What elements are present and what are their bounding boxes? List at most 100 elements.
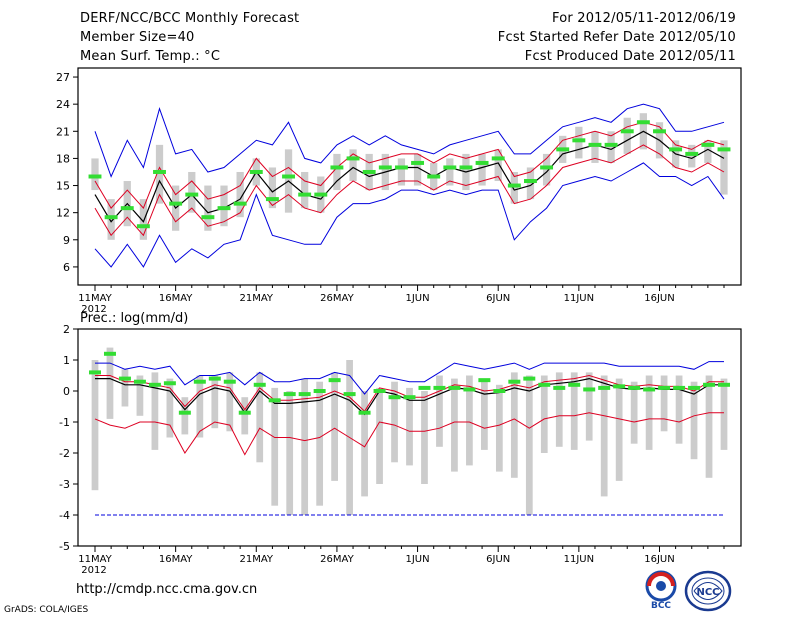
spread-box (181, 397, 189, 435)
ensemble-mean-line (94, 130, 725, 223)
spread-box (151, 372, 159, 450)
median-marker (163, 381, 176, 386)
median-marker (136, 224, 150, 229)
median-marker (491, 156, 505, 161)
x-tick-label: 11JUN (564, 293, 594, 304)
median-marker (314, 192, 328, 197)
spread-box (623, 117, 631, 154)
spread-box (155, 144, 164, 204)
median-marker (217, 206, 231, 211)
y-tick-label: 6 (63, 261, 70, 274)
y-tick-label: 24 (56, 98, 70, 111)
median-marker (463, 387, 476, 392)
spread-box (720, 378, 728, 450)
median-marker (553, 385, 566, 390)
median-marker (153, 169, 166, 174)
median-marker (572, 138, 586, 143)
median-marker (103, 351, 116, 356)
spread-box (540, 375, 548, 453)
median-marker (701, 142, 715, 147)
median-marker (298, 192, 312, 197)
x-tick-label: 21MAY (240, 554, 274, 565)
median-marker (208, 376, 221, 381)
bcc-logo-text: BCC (651, 601, 671, 610)
source-url[interactable]: http://cmdp.ncc.cma.gov.cn (76, 582, 258, 597)
x-tick-label: 11JUN (564, 554, 594, 565)
median-marker (475, 160, 489, 165)
temperature-panel: 6 9 12 15 18 21 24 27 11MAY 16MAY 21MAY 26MAY 1JUN 6J… (56, 67, 742, 326)
median-marker (508, 379, 521, 384)
y-tick-label: 9 (63, 234, 70, 247)
spread-box (494, 149, 502, 182)
spread-box (188, 171, 196, 213)
y-tick-label: 18 (56, 152, 70, 165)
spread-box (675, 375, 683, 444)
median-marker (493, 389, 506, 393)
x-tick-label: 11MAY (78, 293, 112, 304)
spread-box (575, 126, 583, 159)
x-tick-label: 6JUN (486, 554, 510, 565)
median-marker (373, 389, 386, 393)
spread-box (704, 140, 712, 163)
median-marker (104, 215, 118, 220)
x-tick-label: 1JUN (406, 293, 430, 304)
median-marker (394, 165, 408, 170)
spread-box (466, 375, 473, 466)
spread-box (481, 381, 488, 450)
spread-box (690, 381, 698, 460)
variable-label-precip: Prec.: log(mm/d) (80, 311, 188, 326)
median-marker (89, 370, 101, 375)
y-tick-label: 21 (56, 125, 70, 138)
spread-box (331, 372, 338, 481)
median-marker (613, 384, 626, 389)
plot-frame (77, 328, 742, 547)
spread-box (220, 185, 228, 227)
median-marker (282, 174, 295, 179)
x-tick-label: 16MAY (159, 554, 193, 565)
spread-box (525, 375, 533, 515)
x-tick-label: 21MAY (240, 293, 274, 304)
spread-box (166, 378, 174, 438)
median-marker (268, 398, 281, 403)
median-marker (636, 120, 650, 125)
x-tick-label: 16JUN (644, 554, 674, 565)
median-marker (313, 389, 326, 393)
variable-label-temperature: Mean Surf. Temp.: °C (80, 49, 221, 64)
median-marker (448, 385, 461, 390)
median-marker (133, 379, 146, 384)
envelope-max-line (95, 361, 724, 395)
grads-credit: GrADS: COLA/IGES (4, 605, 89, 615)
median-marker (658, 385, 671, 390)
median-marker (418, 385, 431, 390)
spread-box (600, 375, 608, 497)
x-year-label: 2012 (81, 304, 106, 315)
spread-box (268, 167, 277, 209)
median-marker (233, 201, 247, 206)
spread-box (555, 372, 563, 447)
median-marker (685, 151, 699, 156)
spread-box (630, 381, 638, 444)
spread-box (421, 391, 428, 484)
spread-box (139, 199, 148, 240)
spread-box (436, 375, 443, 447)
x-year-label: 2012 (81, 565, 106, 576)
median-marker (148, 382, 161, 387)
y-tick-label: -4 (59, 509, 70, 522)
median-marker (643, 387, 656, 392)
median-marker (478, 378, 491, 383)
spread-box (271, 387, 279, 506)
median-marker (358, 410, 371, 415)
median-marker (388, 395, 401, 400)
spread-box (376, 387, 383, 484)
median-marker (118, 376, 131, 381)
median-marker (178, 410, 191, 415)
median-marker (433, 385, 446, 390)
median-marker (298, 392, 311, 397)
spread-box (349, 149, 357, 182)
x-tick-label: 1JUN (406, 554, 430, 565)
spread-box (585, 372, 593, 441)
plot-frame (77, 67, 742, 286)
x-tick-label: 11MAY (78, 554, 112, 565)
median-marker (688, 385, 701, 390)
